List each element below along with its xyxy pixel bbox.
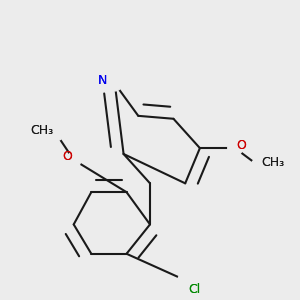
Text: O: O — [237, 139, 246, 152]
Text: N: N — [98, 74, 107, 87]
Text: CH₃: CH₃ — [30, 124, 53, 137]
Circle shape — [66, 152, 81, 167]
Text: Cl: Cl — [188, 283, 200, 296]
Text: O: O — [237, 139, 246, 152]
Circle shape — [107, 76, 122, 91]
Circle shape — [178, 273, 193, 287]
Circle shape — [49, 126, 63, 141]
Text: CH₃: CH₃ — [262, 156, 285, 169]
Text: CH₃: CH₃ — [30, 124, 53, 137]
Text: CH₃: CH₃ — [262, 156, 285, 169]
Circle shape — [251, 158, 266, 173]
Circle shape — [228, 141, 242, 155]
Text: O: O — [62, 150, 72, 164]
Text: O: O — [62, 150, 72, 164]
Text: Cl: Cl — [188, 283, 200, 296]
Text: N: N — [98, 74, 107, 87]
